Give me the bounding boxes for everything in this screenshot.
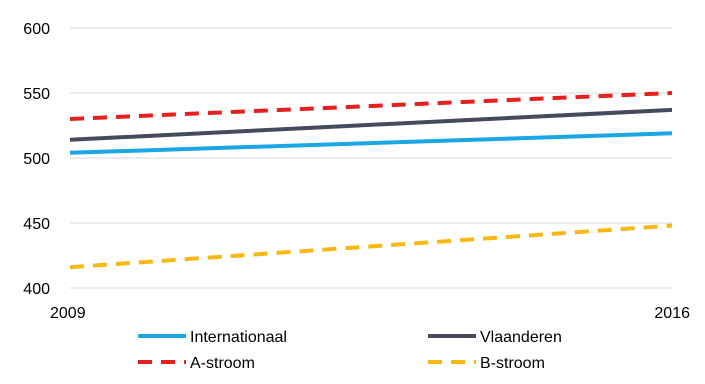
series-line-vlaanderen bbox=[69, 107, 673, 142]
series-line-b-stroom bbox=[69, 223, 673, 270]
series-line-internationaal bbox=[69, 131, 673, 155]
y-tick-label: 450 bbox=[23, 216, 50, 233]
legend: Internationaal Vlaanderen A-stroom B-stroom bbox=[138, 329, 562, 372]
legend-item: B-stroom bbox=[428, 355, 545, 372]
x-tick-label: 2016 bbox=[654, 305, 690, 322]
legend-label: Internationaal bbox=[190, 329, 287, 346]
legend-label: Vlaanderen bbox=[480, 329, 562, 346]
legend-item: Internationaal bbox=[138, 329, 287, 346]
series-lines bbox=[69, 91, 673, 270]
gridlines bbox=[70, 27, 672, 289]
x-tick-label: 2009 bbox=[50, 305, 86, 322]
legend-label: A-stroom bbox=[190, 355, 255, 372]
y-axis-ticks: 400 450 500 550 600 bbox=[23, 21, 50, 298]
series-line-a-stroom bbox=[69, 91, 673, 121]
y-tick-label: 550 bbox=[23, 86, 50, 103]
y-tick-label: 400 bbox=[23, 281, 50, 298]
y-tick-label: 600 bbox=[23, 21, 50, 38]
legend-label: B-stroom bbox=[480, 355, 545, 372]
x-axis-ticks: 2009 2016 bbox=[50, 305, 690, 322]
legend-item: Vlaanderen bbox=[428, 329, 562, 346]
legend-item: A-stroom bbox=[138, 355, 255, 372]
y-tick-label: 500 bbox=[23, 151, 50, 168]
